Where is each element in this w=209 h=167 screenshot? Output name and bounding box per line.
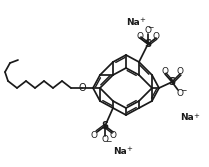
Text: O: O xyxy=(176,89,184,98)
Text: +: + xyxy=(126,146,132,152)
Text: +: + xyxy=(193,113,199,119)
Text: −: − xyxy=(147,24,153,33)
Text: O: O xyxy=(162,66,168,75)
Text: O: O xyxy=(90,130,98,139)
Text: O: O xyxy=(136,32,144,41)
Text: O: O xyxy=(110,130,116,139)
Text: S: S xyxy=(144,39,152,49)
Text: S: S xyxy=(168,77,176,87)
Text: O: O xyxy=(153,32,159,41)
Text: O: O xyxy=(78,83,86,93)
Text: +: + xyxy=(139,17,145,23)
Text: S: S xyxy=(101,121,108,131)
Text: Na: Na xyxy=(126,18,140,27)
Text: O: O xyxy=(176,66,184,75)
Text: O: O xyxy=(144,26,152,35)
Text: O: O xyxy=(102,135,108,144)
Text: Na: Na xyxy=(113,146,127,155)
Text: Na: Na xyxy=(180,114,194,123)
Text: −: − xyxy=(105,137,111,146)
Text: −: − xyxy=(180,87,186,96)
